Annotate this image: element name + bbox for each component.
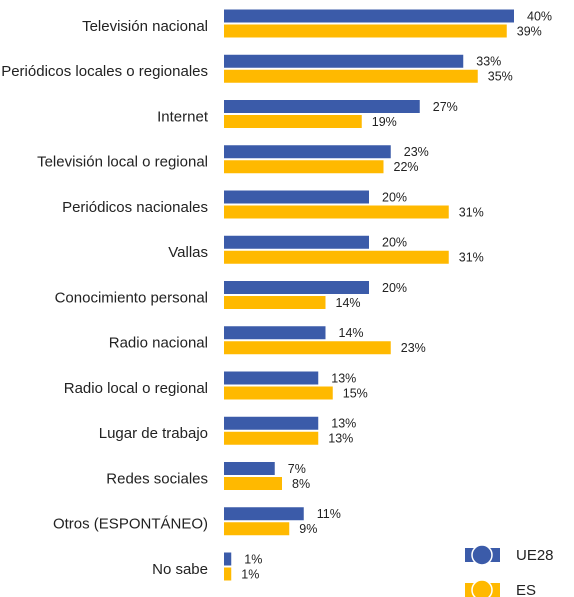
- category-label: Televisión local o regional: [37, 154, 208, 171]
- value-label: 1%: [244, 552, 262, 566]
- bar: [224, 507, 304, 521]
- category-label: Conocimiento personal: [55, 289, 208, 306]
- value-label: 31%: [459, 251, 484, 265]
- value-label: 35%: [488, 70, 513, 84]
- value-label: 14%: [336, 296, 361, 310]
- value-label: 31%: [459, 205, 484, 219]
- bar: [224, 296, 326, 309]
- bar: [224, 190, 369, 204]
- value-label: 13%: [331, 417, 356, 431]
- bar: [224, 160, 384, 174]
- value-label: 27%: [433, 100, 458, 114]
- bar: [224, 552, 232, 566]
- bar: [224, 371, 319, 385]
- value-label: 7%: [288, 462, 306, 476]
- bar: [224, 567, 232, 581]
- value-label: 23%: [401, 341, 426, 355]
- bar: [224, 115, 362, 128]
- category-label: Periódicos nacionales: [62, 199, 208, 216]
- bar: [224, 326, 326, 340]
- bar: [224, 250, 449, 264]
- category-label: Internet: [157, 108, 209, 125]
- value-label: 39%: [517, 24, 542, 38]
- bar: [224, 462, 275, 475]
- legend-label: ES: [516, 582, 536, 597]
- bar: [224, 145, 391, 159]
- bar: [224, 100, 420, 113]
- category-label: Otros (ESPONTÁNEO): [53, 516, 208, 533]
- category-label: Radio local o regional: [64, 380, 208, 397]
- category-label: Radio nacional: [109, 335, 208, 352]
- bar: [224, 341, 391, 355]
- value-label: 1%: [241, 567, 259, 581]
- value-label: 13%: [328, 432, 353, 446]
- legend-label: UE28: [516, 547, 554, 564]
- bar: [224, 522, 290, 536]
- category-label: Televisión nacional: [82, 18, 208, 35]
- value-label: 22%: [394, 160, 419, 174]
- value-label: 15%: [343, 386, 368, 400]
- bar: [224, 235, 369, 249]
- value-label: 14%: [339, 326, 364, 340]
- category-label: Periódicos locales o regionales: [1, 63, 208, 80]
- value-label: 33%: [476, 55, 501, 69]
- value-label: 23%: [404, 145, 429, 159]
- bar: [224, 9, 514, 23]
- bar: [224, 431, 319, 445]
- legend-flag: [471, 544, 493, 566]
- category-label: Vallas: [168, 244, 208, 261]
- bar: [224, 205, 449, 219]
- legend-flag: [471, 579, 493, 597]
- category-label: Lugar de trabajo: [99, 425, 208, 442]
- value-label: 40%: [527, 9, 552, 23]
- bar: [224, 69, 478, 83]
- bar: [224, 477, 282, 490]
- value-label: 20%: [382, 190, 407, 204]
- value-label: 20%: [382, 281, 407, 295]
- value-label: 13%: [331, 371, 356, 385]
- value-label: 19%: [372, 115, 397, 129]
- value-label: 9%: [299, 522, 317, 536]
- category-label: Redes sociales: [106, 470, 208, 487]
- bar: [224, 54, 464, 68]
- bar: [224, 24, 507, 38]
- bar: [224, 281, 369, 294]
- value-label: 8%: [292, 477, 310, 491]
- value-label: 20%: [382, 236, 407, 250]
- bar: [224, 386, 333, 400]
- bar: [224, 416, 319, 430]
- value-label: 11%: [317, 507, 341, 521]
- category-label: No sabe: [152, 561, 208, 578]
